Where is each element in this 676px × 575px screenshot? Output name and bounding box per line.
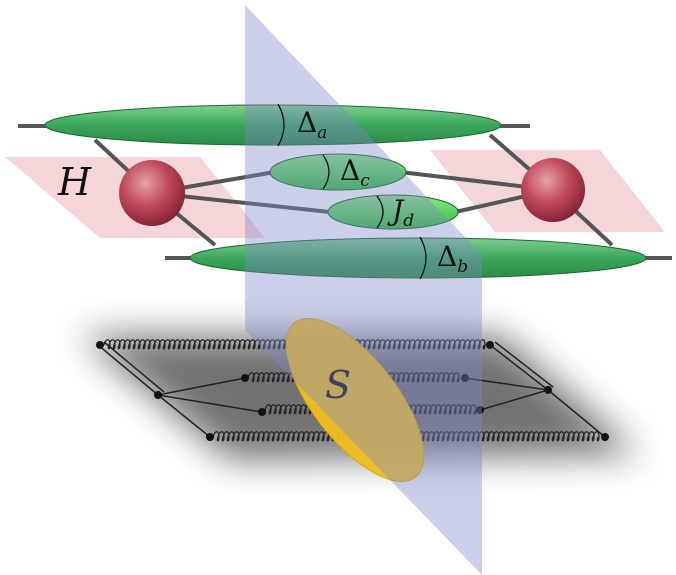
symbol: Δ [340,154,360,187]
subscript: d [403,211,414,231]
delta-c-label: Δc [340,154,370,191]
s-ellipse [285,318,425,482]
delta-a-label: Δa [297,106,327,143]
vertical-plane [245,5,482,575]
subscript: a [317,123,327,143]
j-d-label: Jd [387,194,414,231]
delta-b-label: Δb [437,240,468,277]
spheres [119,158,585,226]
h-label: H [57,160,92,204]
subscript: b [457,257,468,277]
joints [96,341,609,441]
symbol: Δ [437,240,457,273]
subscript: c [360,171,370,191]
s-label: S [325,363,351,407]
symbol: Δ [297,106,317,139]
couplings [44,104,647,279]
arcs [277,103,427,280]
symbol: J [387,194,405,227]
